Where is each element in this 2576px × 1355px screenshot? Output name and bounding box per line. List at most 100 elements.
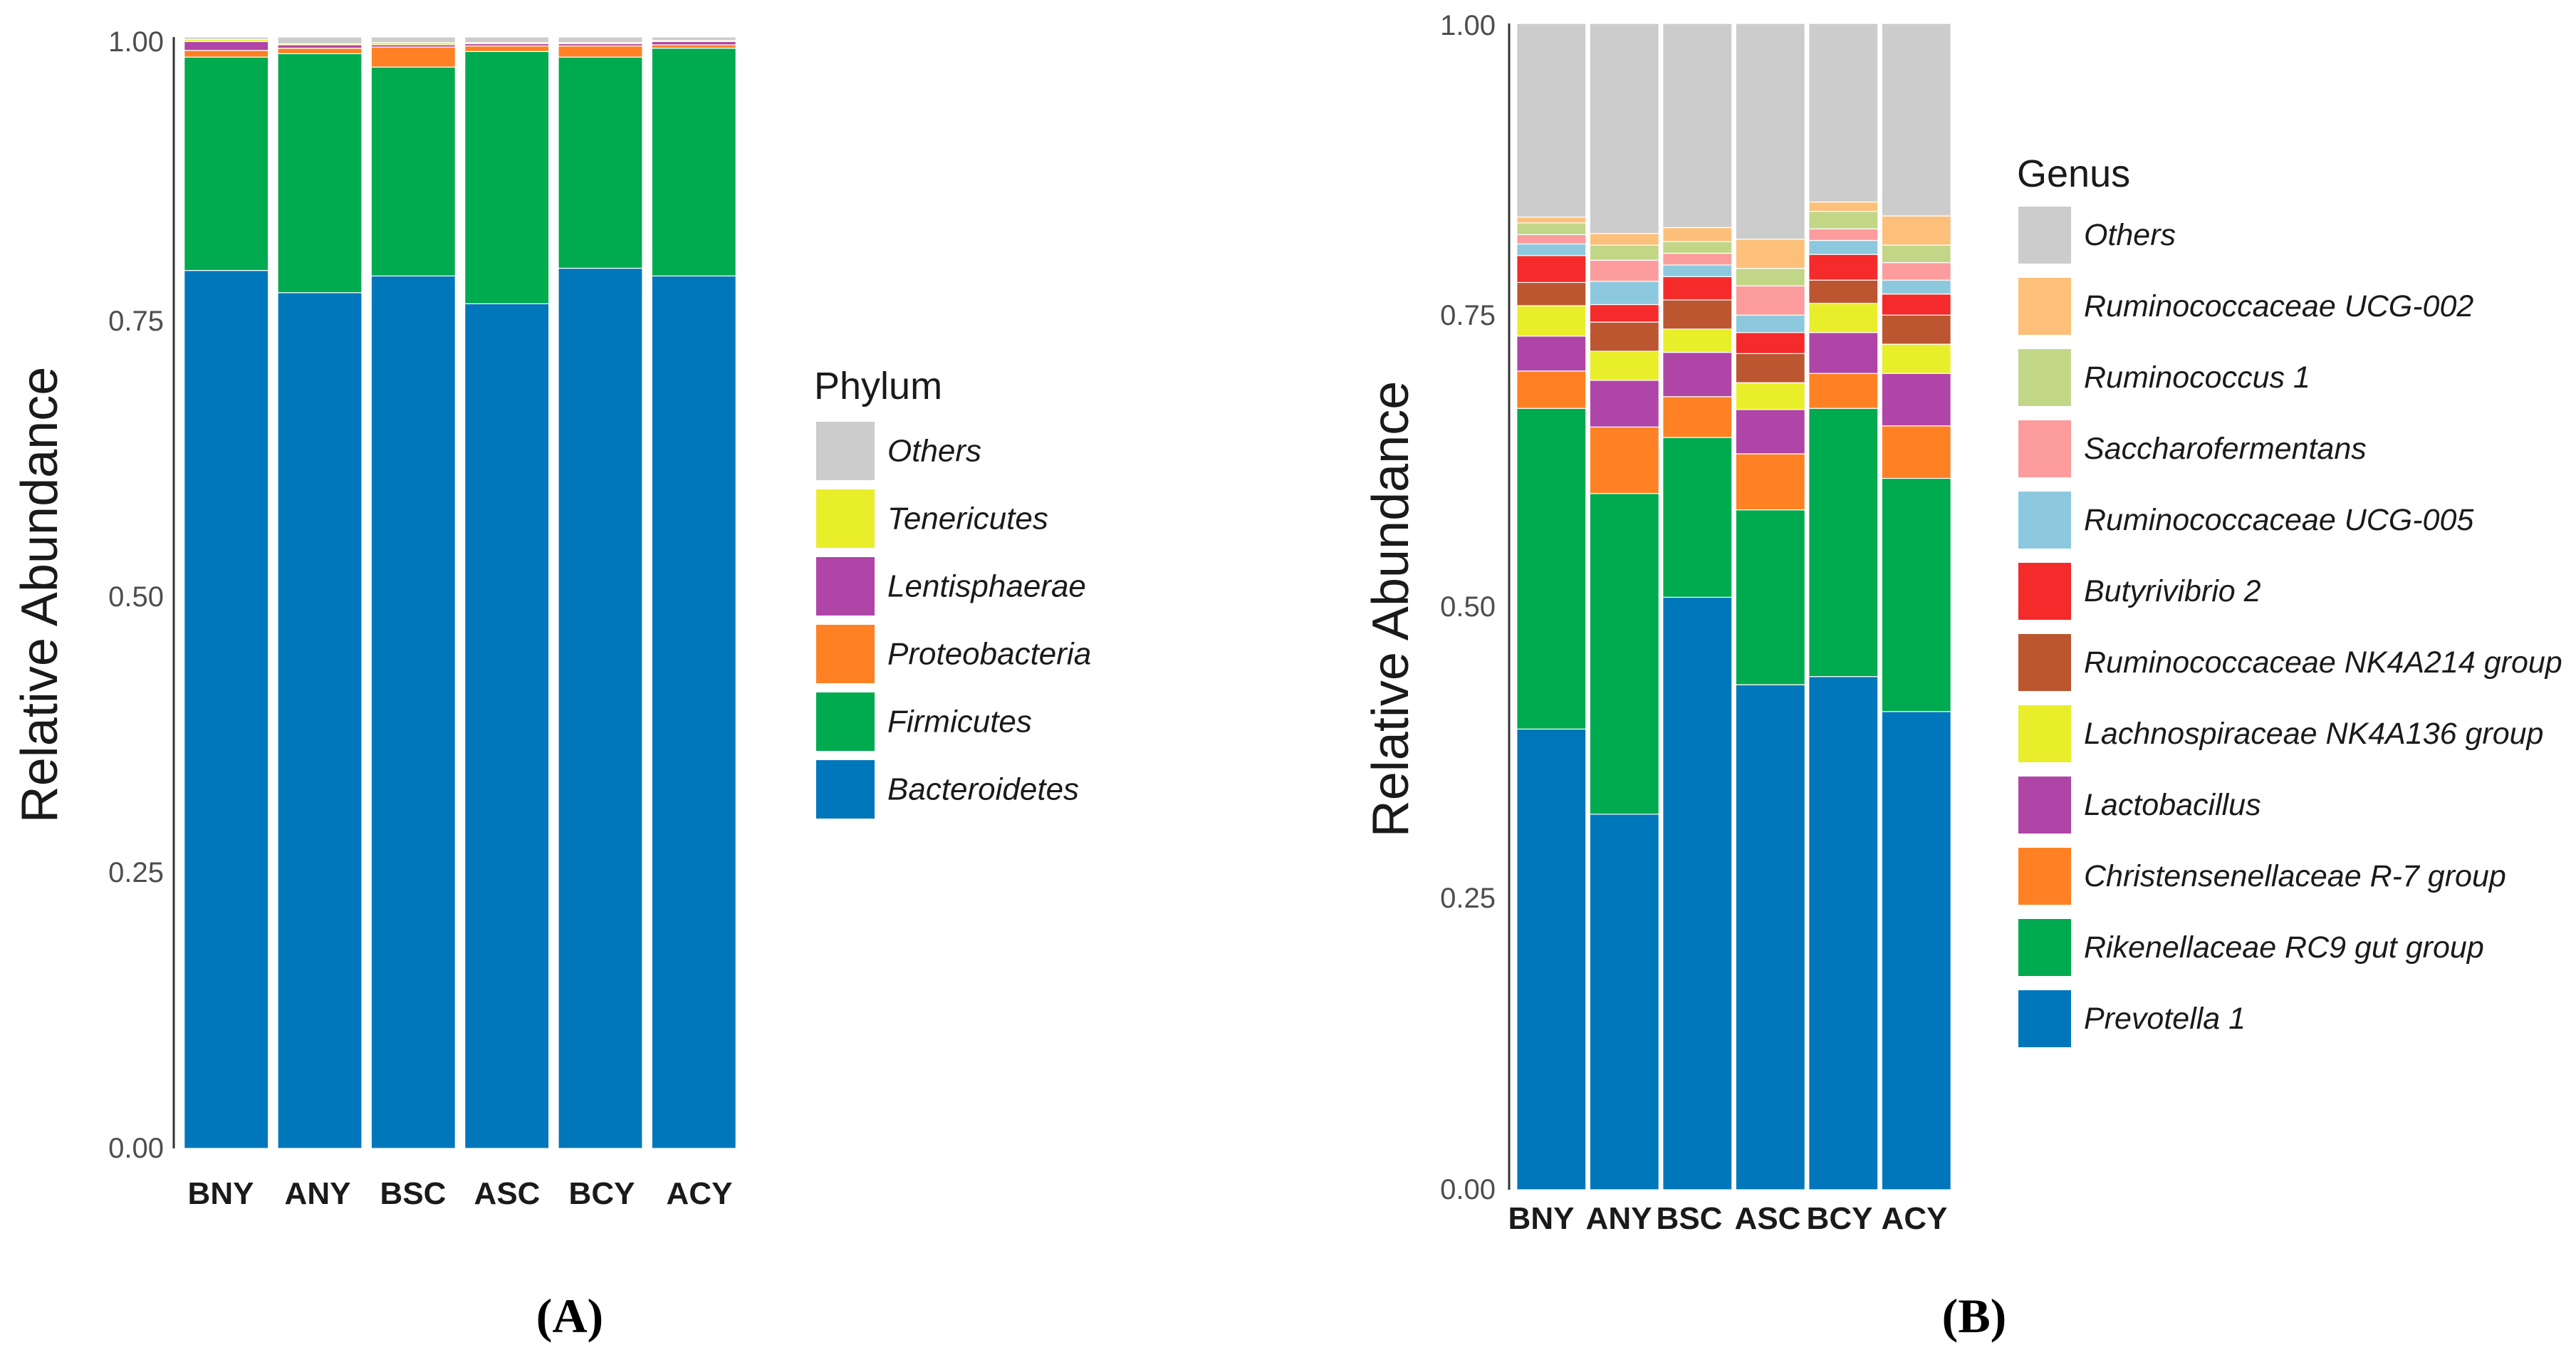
panel-b-x-ticks: BNY ANY BSC ASC BCY ACY xyxy=(1508,1201,1948,1236)
panel-b-ytick-3: 0.75 xyxy=(1440,300,1496,331)
panel-b-bar-any-ruminococcaceae-ucg-002 xyxy=(1589,233,1659,246)
panel-a-xtick-bcy: BCY xyxy=(569,1176,635,1211)
panel-b-bars xyxy=(1516,23,1951,1190)
panel-b-label: (B) xyxy=(1942,1289,2007,1343)
panel-a-ytick-1: 0.25 xyxy=(108,857,164,888)
panel-b-bar-bsc-ruminococcaceae-ucg-005 xyxy=(1662,264,1733,277)
panel-a-legend-label-proteobacteria: Proteobacteria xyxy=(887,637,1091,672)
panel-b-bar-asc-saccharofermentans xyxy=(1735,285,1805,316)
panel-b-legend-swatch-ruminococcaceae-nk4a214-group xyxy=(2018,634,2071,691)
panel-b-legend-label-butyrivibrio-2: Butyrivibrio 2 xyxy=(2084,574,2261,608)
panel-b-bar-any-rikenellaceae-rc9-gut-group xyxy=(1589,493,1659,815)
panel-b-bar-bsc-rikenellaceae-rc9-gut-group xyxy=(1662,437,1733,598)
panel-b-bar-any-christensenellaceae-r-7-group xyxy=(1589,426,1659,494)
panel-b-bar-any-butyrivibrio-2 xyxy=(1589,303,1659,323)
panel-b-bar-bny-rikenellaceae-rc9-gut-group xyxy=(1516,407,1587,730)
panel-b-legend-swatch-lactobacillus xyxy=(2018,777,2071,834)
panel-b-legend-label-rikenellaceae-rc9-gut-group: Rikenellaceae RC9 gut group xyxy=(2084,930,2484,965)
panel-a-ytick-3: 0.75 xyxy=(108,306,164,337)
panel-b-bar-bcy-lachnospiraceae-nk4a136-group xyxy=(1808,303,1879,333)
panel-b-bar-acy-ruminococcus-1 xyxy=(1881,244,1951,264)
panel-b-bar-asc-rikenellaceae-rc9-gut-group xyxy=(1735,509,1805,685)
panel-a-bar-asc-others xyxy=(464,36,550,43)
panel-a-legend-label-firmicutes: Firmicutes xyxy=(887,705,1032,739)
panel-a-legend-swatch-tenericutes xyxy=(816,489,875,548)
panel-b-y-axis-label: Relative Abundance xyxy=(1362,381,1419,837)
panel-b-legend-label-christensenellaceae-r-7-group: Christensenellaceae R-7 group xyxy=(2084,859,2506,893)
panel-b-bar-acy-ruminococcaceae-ucg-002 xyxy=(1881,215,1951,246)
panel-a-xtick-acy: ACY xyxy=(667,1176,733,1211)
panel-b-bar-any-ruminococcaceae-ucg-005 xyxy=(1589,281,1659,306)
panel-b-bar-bcy-ruminococcaceae-nk4a214-group xyxy=(1808,279,1879,304)
panel-a-bar-bcy-firmicutes xyxy=(558,56,643,269)
panel-b-bar-bcy-saccharofermentans xyxy=(1808,228,1879,242)
panel-a-y-axis-label: Relative Abundance xyxy=(11,367,68,823)
panel-b-bar-any-lactobacillus xyxy=(1589,380,1659,428)
panel-b: 0.00 0.25 0.50 0.75 1.00 BNY ANY BSC ASC… xyxy=(1362,10,2562,1343)
panel-b-xtick-bsc: BSC xyxy=(1657,1201,1723,1236)
panel-b-bar-acy-christensenellaceae-r-7-group xyxy=(1881,425,1951,479)
panel-a-bar-bny-lentisphaerae xyxy=(184,41,269,51)
panel-b-bar-any-ruminococcaceae-nk4a214-group xyxy=(1589,321,1659,352)
panel-b-bar-bny-lactobacillus xyxy=(1516,336,1587,372)
panel-b-bar-asc-ruminococcaceae-ucg-002 xyxy=(1735,239,1805,269)
panel-b-xtick-asc: ASC xyxy=(1735,1201,1801,1236)
panel-b-legend-swatch-rikenellaceae-rc9-gut-group xyxy=(2018,919,2071,976)
panel-a-bar-asc-proteobacteria xyxy=(464,45,550,52)
panel-b-bar-bsc-ruminococcaceae-ucg-002 xyxy=(1662,227,1733,242)
panel-b-ytick-2: 0.50 xyxy=(1440,591,1496,623)
panel-a-legend-label-lentisphaerae: Lentisphaerae xyxy=(887,569,1086,604)
panel-a-bar-bsc-firmicutes xyxy=(370,66,456,276)
panel-b-bar-bny-prevotella-1 xyxy=(1516,728,1587,1190)
panel-b-bar-any-prevotella-1 xyxy=(1589,814,1659,1190)
panel-b-ytick-0: 0.00 xyxy=(1440,1174,1496,1205)
panel-b-bar-asc-others xyxy=(1735,23,1805,240)
panel-b-bar-bcy-others xyxy=(1808,23,1879,203)
panel-b-bar-bcy-ruminococcus-1 xyxy=(1808,211,1879,229)
panel-b-bar-asc-lachnospiraceae-nk4a136-group xyxy=(1735,382,1805,410)
panel-b-legend-swatch-ruminococcaceae-ucg-002 xyxy=(2018,278,2071,335)
panel-a-legend-swatch-bacteroidetes xyxy=(816,760,875,819)
panel-a-bar-bny-others xyxy=(184,36,269,40)
panel-b-legend-label-ruminococcus-1: Ruminococcus 1 xyxy=(2084,360,2310,395)
panel-a-ytick-2: 0.50 xyxy=(108,581,164,613)
panel-b-bar-bcy-christensenellaceae-r-7-group xyxy=(1808,373,1879,409)
panel-b-legend-label-ruminococcaceae-nk4a214-group: Ruminococcaceae NK4A214 group xyxy=(2084,645,2562,680)
panel-b-xtick-bny: BNY xyxy=(1508,1201,1575,1236)
panel-a-bar-bny-bacteroidetes xyxy=(184,270,269,1149)
panel-b-bar-asc-ruminococcus-1 xyxy=(1735,268,1805,286)
panel-b-legend-label-saccharofermentans: Saccharofermentans xyxy=(2084,432,2367,466)
panel-b-bar-bsc-saccharofermentans xyxy=(1662,252,1733,266)
panel-b-legend-swatch-ruminococcus-1 xyxy=(2018,349,2071,406)
panel-a-bar-bcy-others xyxy=(558,36,643,43)
panel-b-bar-acy-ruminococcaceae-ucg-005 xyxy=(1881,279,1951,295)
panel-a-ytick-0: 0.00 xyxy=(108,1133,164,1164)
panel-a-y-ticks: 0.00 0.25 0.50 0.75 1.00 xyxy=(108,26,164,1164)
panel-a-bar-bcy-bacteroidetes xyxy=(558,267,643,1149)
panel-b-bar-bny-butyrivibrio-2 xyxy=(1516,255,1587,284)
panel-b-bar-acy-rikenellaceae-rc9-gut-group xyxy=(1881,477,1951,712)
panel-b-bar-acy-butyrivibrio-2 xyxy=(1881,294,1951,316)
panel-b-bar-acy-lactobacillus xyxy=(1881,373,1951,427)
panel-a-bar-bsc-bacteroidetes xyxy=(370,275,456,1149)
panel-b-bar-bcy-prevotella-1 xyxy=(1808,676,1879,1190)
panel-b-bar-bsc-butyrivibrio-2 xyxy=(1662,276,1733,301)
panel-a-bar-acy-proteobacteria xyxy=(651,44,736,49)
panel-b-bar-bsc-christensenellaceae-r-7-group xyxy=(1662,396,1733,438)
panel-a-legend: Phylum Others Tenericutes Lentisphaerae Pro… xyxy=(814,365,1091,819)
panel-b-legend-label-lachnospiraceae-nk4a136-group: Lachnospiraceae NK4A136 group xyxy=(2084,717,2543,751)
panel-a-bar-acy-firmicutes xyxy=(651,47,736,276)
panel-b-ytick-1: 0.25 xyxy=(1440,883,1496,914)
panel-b-bar-bcy-ruminococcaceae-ucg-005 xyxy=(1808,239,1879,255)
panel-b-legend-swatch-christensenellaceae-r-7-group xyxy=(2018,848,2071,905)
panel-b-bar-bsc-lachnospiraceae-nk4a136-group xyxy=(1662,328,1733,353)
panel-b-bar-any-saccharofermentans xyxy=(1589,259,1659,282)
panel-b-bar-acy-saccharofermentans xyxy=(1881,262,1951,281)
panel-b-ytick-4: 1.00 xyxy=(1440,10,1496,41)
panel-a-bar-bsc-others xyxy=(370,36,456,43)
panel-b-bar-acy-lachnospiraceae-nk4a136-group xyxy=(1881,343,1951,374)
panel-b-legend-swatch-butyrivibrio-2 xyxy=(2018,563,2071,620)
panel-a-bar-acy-lentisphaerae xyxy=(651,41,736,46)
panel-a-xtick-asc: ASC xyxy=(474,1176,541,1211)
panel-a-bars xyxy=(184,36,736,1149)
